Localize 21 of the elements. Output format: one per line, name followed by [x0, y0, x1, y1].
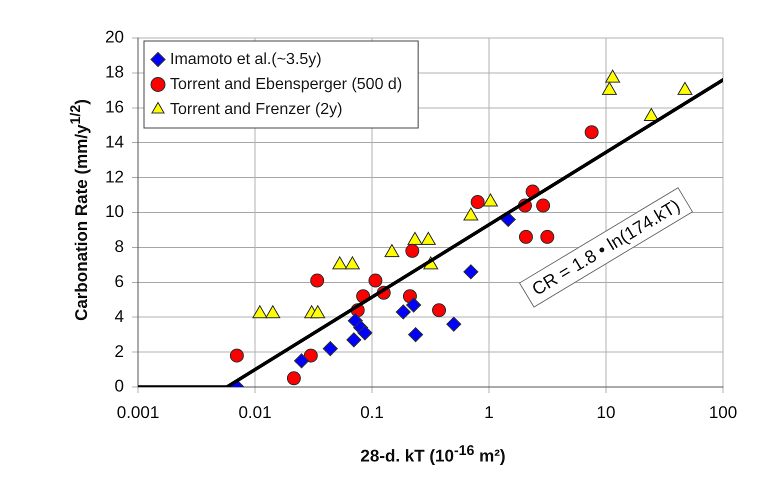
y-tick-label: 0	[114, 376, 124, 396]
x-tick-label: 100	[708, 402, 738, 422]
y-tick-label: 2	[114, 342, 124, 361]
y-tick-label: 8	[114, 237, 124, 256]
legend-label: Torrent and Frenzer (2y)	[170, 100, 343, 118]
y-tick-label: 16	[105, 97, 124, 116]
x-tick-label: 0.1	[360, 402, 384, 422]
x-tick-label: 10	[596, 402, 616, 422]
legend-label: Torrent and Ebensperger (500 d)	[170, 76, 402, 93]
y-tick-label: 18	[105, 62, 124, 82]
y-tick-label: 14	[105, 132, 124, 152]
legend-label: Imamoto et al.(~3.5y)	[170, 50, 322, 68]
x-tick-label: 0.001	[116, 402, 160, 422]
x-tick-label: 0.01	[238, 402, 272, 422]
y-tick-label: 4	[114, 306, 124, 326]
x-axis-title: 28-d. kT (10$^{-16}$ m²)	[360, 443, 506, 467]
y-tick-label: 10	[105, 202, 124, 222]
y-tick-label: 6	[114, 272, 124, 291]
y-tick-label: 20	[105, 28, 124, 47]
x-tick-label: 1	[484, 402, 494, 422]
y-tick-label: 12	[105, 167, 124, 186]
